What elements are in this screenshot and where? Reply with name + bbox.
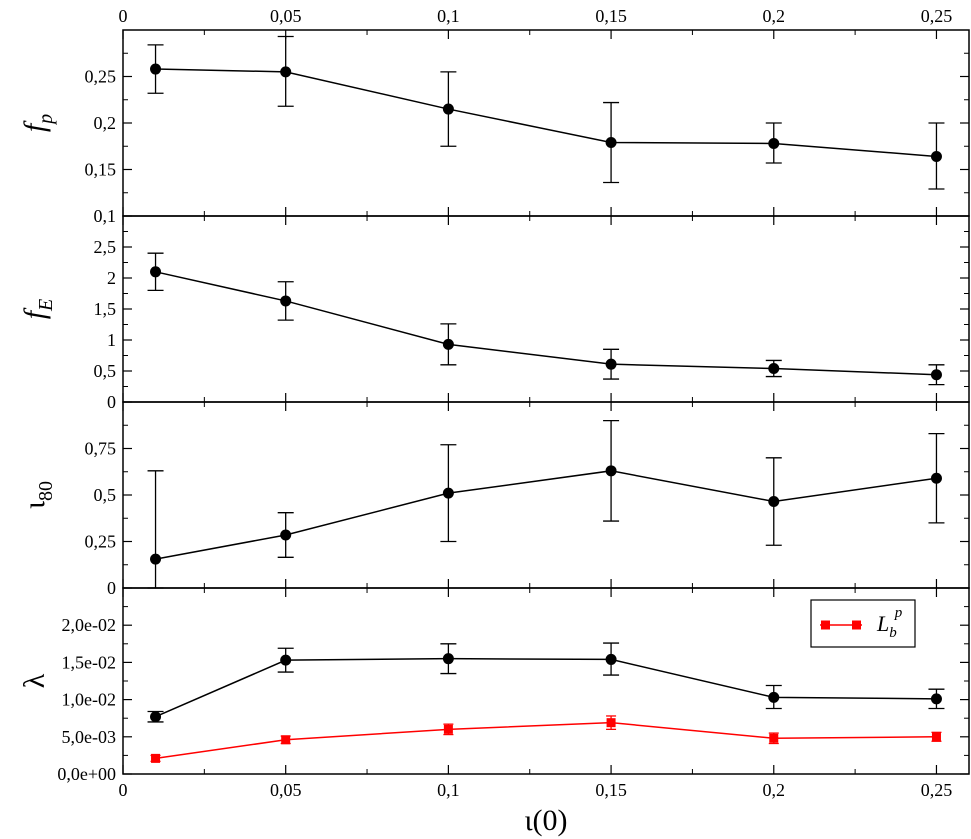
y-tick-label: 0,25 bbox=[85, 532, 117, 552]
x-tick-label: 0,2 bbox=[763, 780, 786, 800]
series-1 bbox=[147, 252, 945, 386]
series-1 bbox=[147, 419, 945, 589]
series-line bbox=[155, 721, 937, 760]
data-point bbox=[280, 66, 292, 78]
x-tick-label: 0 bbox=[119, 780, 128, 800]
y-tick-label: 0,5 bbox=[94, 361, 117, 381]
x-tick-label-top: 0 bbox=[119, 6, 128, 26]
data-point bbox=[150, 266, 162, 278]
data-point bbox=[280, 295, 292, 307]
data-point bbox=[768, 496, 780, 508]
data-point bbox=[443, 724, 453, 734]
y-axis-label: fE bbox=[18, 299, 57, 320]
y-axis-label: fp bbox=[18, 114, 57, 132]
series-2 bbox=[150, 715, 942, 763]
data-point bbox=[150, 711, 162, 723]
x-tick-label-top: 0,25 bbox=[921, 6, 953, 26]
legend-marker bbox=[852, 620, 861, 630]
data-point bbox=[605, 653, 617, 665]
data-point bbox=[150, 553, 162, 565]
y-tick-label: 5,0e-03 bbox=[62, 727, 116, 747]
y-tick-label: 1,5 bbox=[94, 299, 117, 319]
x-axis-label: ι(0) bbox=[524, 804, 567, 837]
panel-2: 0 0,5 1 1,5 2 2,5 fE bbox=[18, 215, 970, 412]
x-tick-label-top: 0,15 bbox=[595, 6, 627, 26]
data-point bbox=[606, 718, 616, 728]
y-axis-label-sub: 80 bbox=[35, 481, 57, 501]
y-tick-label: 0 bbox=[107, 392, 116, 412]
data-point bbox=[930, 472, 942, 484]
data-point bbox=[768, 363, 780, 375]
legend-label-sup: p bbox=[894, 605, 903, 621]
y-axis-label-sub: E bbox=[35, 299, 57, 312]
data-point bbox=[150, 63, 162, 75]
series-line bbox=[155, 657, 937, 718]
y-axis-label: ι80 bbox=[18, 481, 57, 509]
data-point bbox=[768, 137, 780, 149]
panel-1: 0,1 0,15 0,2 0,25 0 0,05 0,1 0,15 0,2 0,25 fp bbox=[18, 6, 970, 226]
data-point bbox=[280, 654, 292, 666]
plot-frame bbox=[122, 215, 970, 403]
data-point bbox=[442, 487, 454, 499]
data-point bbox=[442, 653, 454, 665]
y-tick-label: 0,15 bbox=[85, 160, 117, 180]
y-tick-label: 1 bbox=[107, 330, 116, 350]
x-tick-label: 0,15 bbox=[595, 780, 627, 800]
data-point bbox=[151, 753, 161, 763]
y-tick-label: 2 bbox=[107, 268, 116, 288]
x-tick-label-top: 0,1 bbox=[437, 6, 460, 26]
x-tick-label-top: 0,05 bbox=[270, 6, 302, 26]
y-axis-label-main: λ bbox=[18, 673, 51, 688]
legend-marker bbox=[821, 620, 830, 630]
legend-label-sub: b bbox=[889, 625, 897, 641]
y-tick-label: 0,2 bbox=[94, 113, 117, 133]
data-point bbox=[442, 338, 454, 350]
series-line bbox=[155, 68, 937, 158]
data-point bbox=[931, 732, 941, 742]
plot-frame bbox=[122, 29, 970, 217]
y-tick-label: 0,1 bbox=[94, 206, 117, 226]
data-point bbox=[930, 369, 942, 381]
y-tick-label: 1,5e-02 bbox=[62, 652, 116, 672]
x-tick-label-top: 0,2 bbox=[763, 6, 786, 26]
plot-frame bbox=[122, 401, 970, 589]
x-tick-label: 0,1 bbox=[437, 780, 460, 800]
y-tick-label: 1,0e-02 bbox=[62, 690, 116, 710]
data-point bbox=[605, 358, 617, 370]
y-tick-label: 0,5 bbox=[94, 485, 117, 505]
y-axis-label: λ bbox=[18, 673, 51, 688]
data-point bbox=[930, 693, 942, 705]
y-tick-label: 0,75 bbox=[85, 439, 117, 459]
data-point bbox=[605, 465, 617, 477]
series-line bbox=[155, 470, 937, 560]
legend: Lbp bbox=[810, 599, 916, 648]
y-axis-label-sub: p bbox=[35, 114, 57, 126]
data-point bbox=[281, 735, 291, 745]
panel-3: 0 0,25 0,5 0,75 ι80 bbox=[18, 401, 970, 598]
data-point bbox=[442, 103, 454, 115]
y-tick-label: 2,0e-02 bbox=[62, 615, 116, 635]
y-tick-label: 2,5 bbox=[94, 237, 117, 257]
x-tick-label: 0,25 bbox=[921, 780, 953, 800]
series-1 bbox=[147, 642, 945, 723]
data-point bbox=[280, 529, 292, 541]
data-point bbox=[605, 137, 617, 149]
x-tick-label: 0,05 bbox=[270, 780, 302, 800]
chart-panels: 0,1 0,15 0,2 0,25 0 0,05 0,1 0,15 0,2 0,25 fp 0 0,5 1… bbox=[18, 6, 970, 837]
data-point bbox=[930, 150, 942, 162]
data-point bbox=[768, 691, 780, 703]
legend-label: Lbp bbox=[876, 605, 903, 641]
panel-4: 0,0e+00 5,0e-03 1,0e-02 1,5e-02 2,0e-02 0 0,05… bbox=[18, 587, 970, 837]
y-tick-label: 0,25 bbox=[85, 67, 117, 87]
y-axis-label-main: ι bbox=[18, 501, 51, 509]
legend-label-main: L bbox=[876, 611, 889, 636]
data-point bbox=[769, 733, 779, 743]
series-1 bbox=[147, 35, 945, 190]
y-tick-label: 0 bbox=[107, 578, 116, 598]
y-tick-label: 0,0e+00 bbox=[57, 764, 116, 784]
series-line bbox=[155, 271, 937, 376]
